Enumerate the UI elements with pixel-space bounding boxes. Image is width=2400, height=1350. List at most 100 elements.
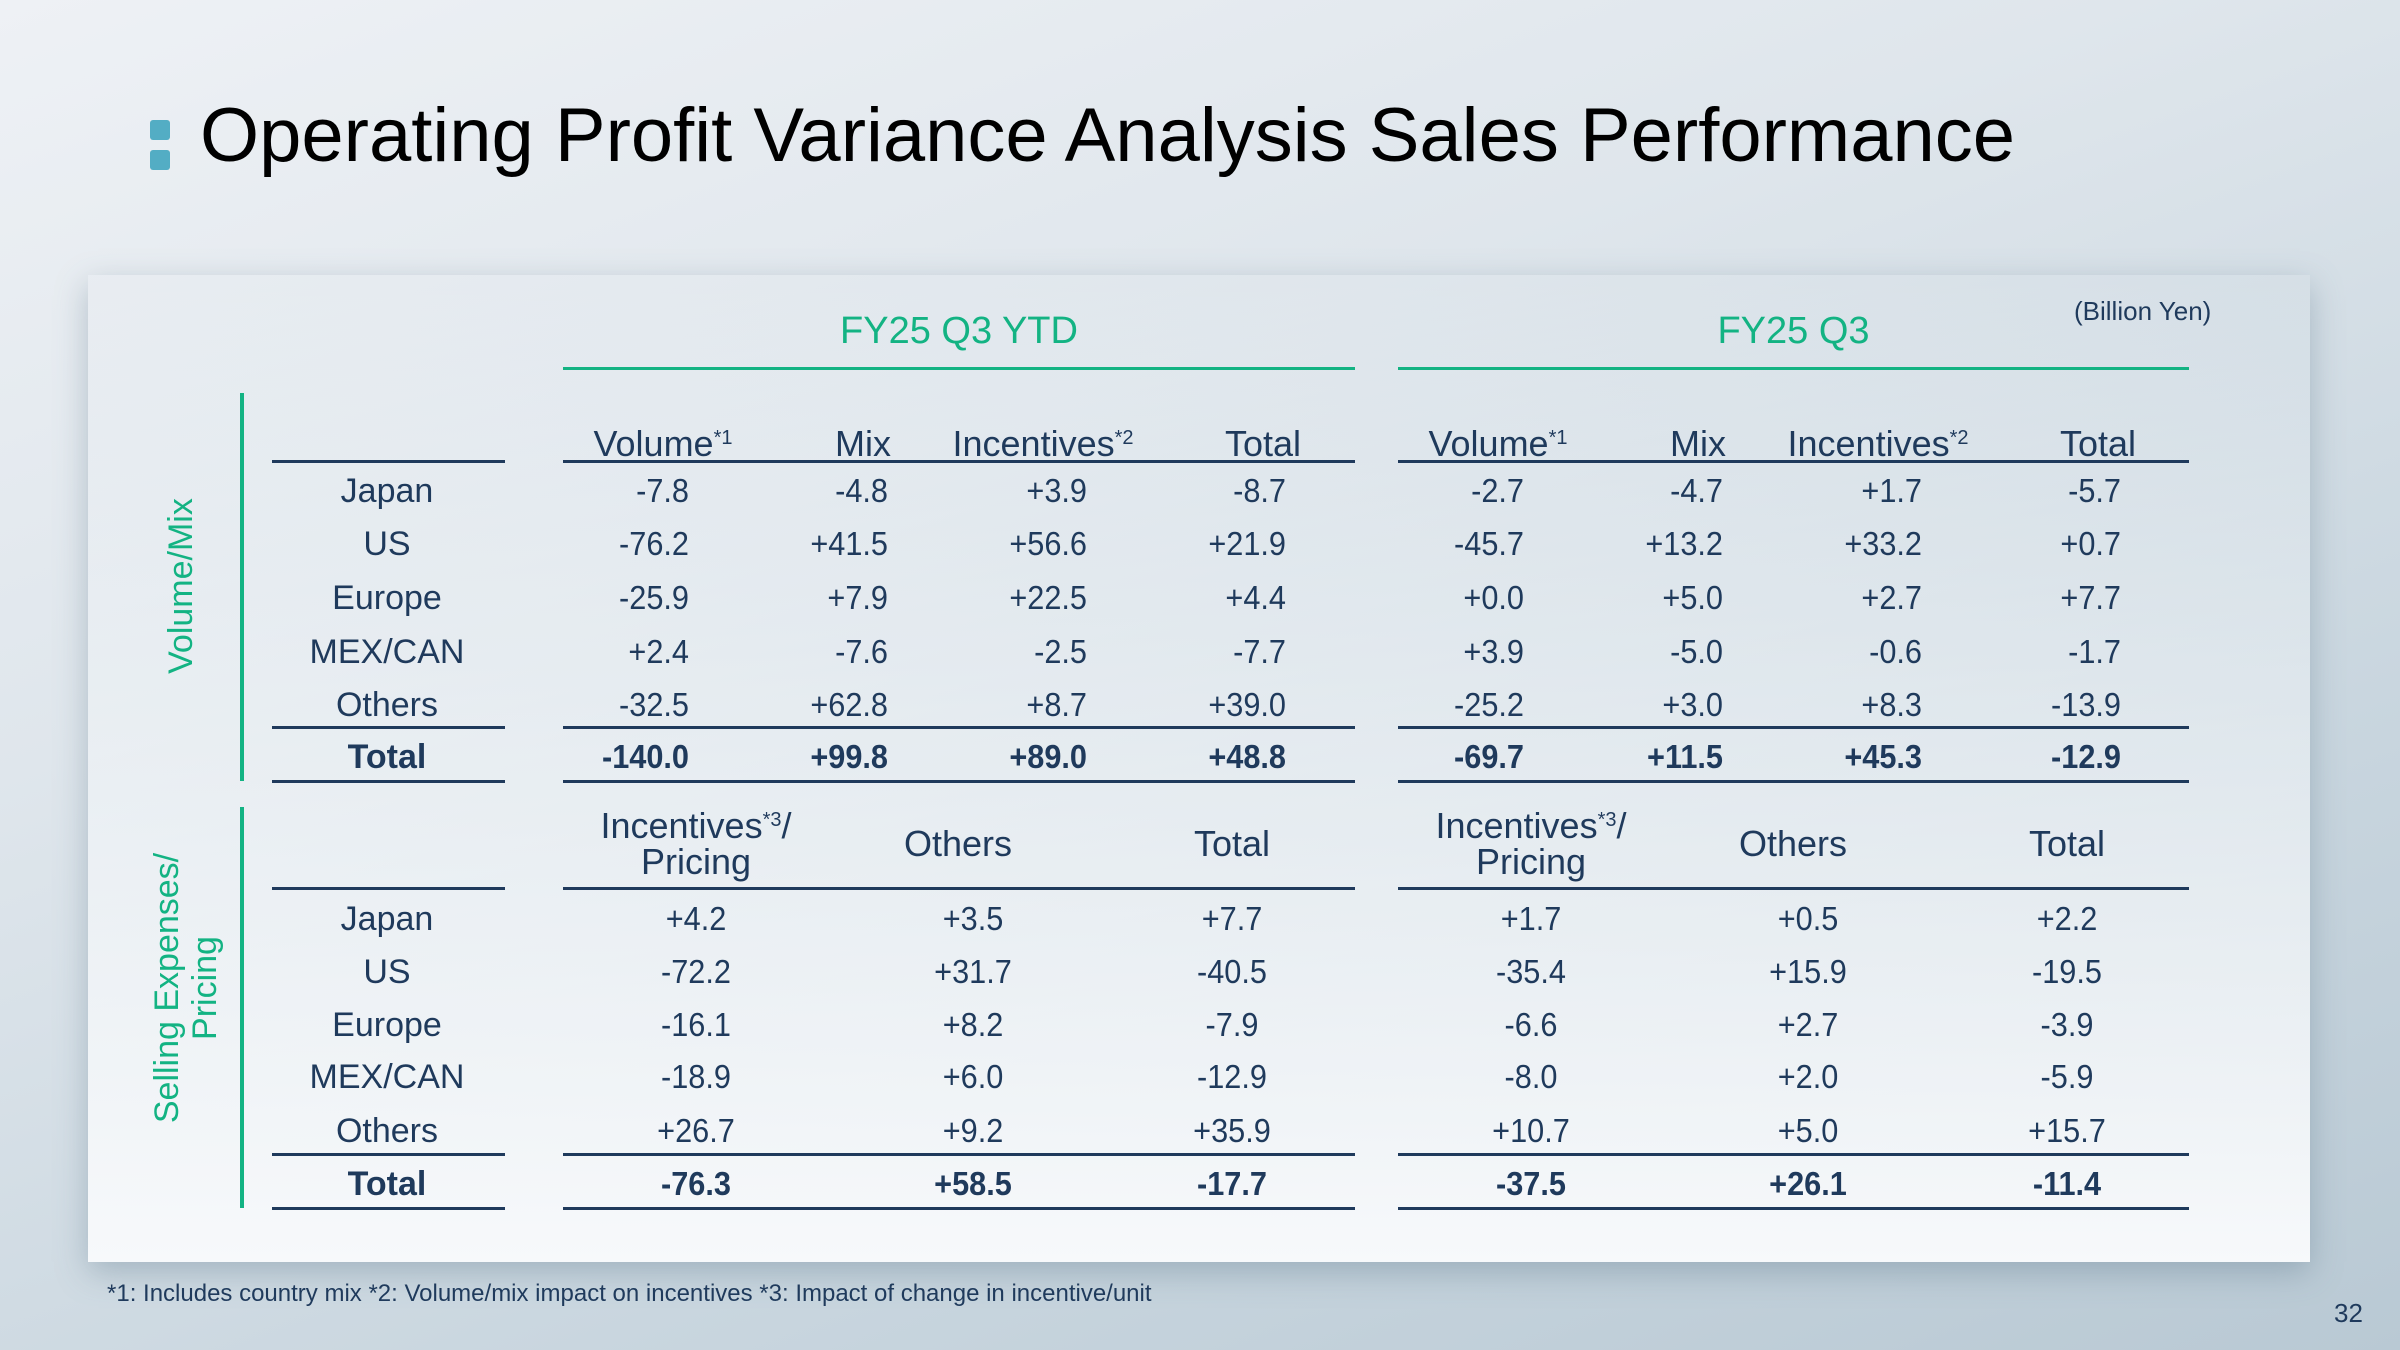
table-cell: +31.7 (934, 953, 1012, 990)
table-cell: -40.5 (1197, 953, 1267, 990)
table-cell: -6.6 (1504, 1006, 1558, 1043)
column-header-text: Incentives (1787, 423, 1950, 464)
table-rule (272, 1207, 505, 1210)
table-cell: +56.6 (1009, 525, 1087, 562)
row-label: MEX/CAN (309, 1058, 465, 1096)
table-cell: +7.7 (1201, 900, 1263, 937)
table-cell: +26.7 (657, 1112, 735, 1149)
column-header-suffix: / (1616, 805, 1627, 846)
table-cell: +22.5 (1009, 579, 1087, 616)
unit-label: (Billion Yen) (2074, 296, 2212, 326)
table-rule (1398, 887, 2189, 890)
table-cell: +39.0 (1208, 686, 1286, 723)
column-header: Mix (713, 426, 1013, 462)
table-cell: -25.2 (1454, 686, 1524, 723)
table-rule (563, 1207, 1355, 1210)
table-rule (272, 460, 505, 463)
table-cell: -5.0 (1670, 633, 1723, 670)
column-header-text: Incentives (1435, 805, 1598, 846)
content-panel (88, 275, 2310, 1262)
table-cell: -7.9 (1205, 1006, 1259, 1043)
row-label: Japan (340, 900, 434, 938)
table-cell: +45.3 (1844, 738, 1922, 775)
table-cell: +8.3 (1861, 686, 1922, 723)
table-rule (563, 1153, 1355, 1156)
table-cell: -5.9 (2040, 1058, 2094, 1095)
table-cell: +8.7 (1026, 686, 1087, 723)
row-label: Japan (340, 472, 434, 510)
table-cell: +3.0 (1662, 686, 1723, 723)
section-label-selling-expenses: Selling Expenses/ Pricing (148, 853, 224, 1123)
row-label: US (363, 525, 411, 563)
table-cell: -17.7 (1197, 1165, 1267, 1202)
column-header-text: Others (1738, 823, 1848, 864)
footnote: *1: Includes country mix *2: Volume/mix … (107, 1280, 1152, 1307)
table-rule (1398, 780, 2189, 783)
table-cell: +4.4 (1225, 579, 1286, 616)
table-cell: -76.2 (619, 525, 689, 562)
table-cell: +2.2 (2036, 900, 2098, 937)
table-cell: +11.5 (1647, 738, 1723, 775)
column-header: Incentives*2 (893, 426, 1193, 462)
section-divider-selling-expenses (240, 807, 244, 1208)
table-cell: -72.2 (661, 953, 731, 990)
table-cell: +1.7 (1861, 472, 1922, 509)
page-title: Operating Profit Variance Analysis Sales… (200, 93, 2016, 178)
column-header: Total (1113, 426, 1413, 462)
table-rule (272, 887, 505, 890)
section-label-line2: Pricing (186, 936, 224, 1040)
row-label: Total (347, 738, 427, 776)
table-cell: +35.9 (1193, 1112, 1271, 1149)
table-rule (1398, 726, 2189, 729)
group-header-q3: FY25 Q3 (1717, 310, 1870, 352)
table-cell: +41.5 (810, 525, 888, 562)
table-cell: -18.9 (661, 1058, 731, 1095)
column-header-text: Incentives (952, 423, 1115, 464)
table-cell: +33.2 (1844, 525, 1922, 562)
table-cell: +0.0 (1463, 579, 1524, 616)
table-cell: -7.7 (1233, 633, 1286, 670)
section-divider-volume-mix (240, 393, 244, 781)
table-cell: +26.1 (1769, 1165, 1847, 1202)
column-header: Total (1082, 826, 1382, 862)
column-header: Others (808, 826, 1108, 862)
table-cell: -7.6 (835, 633, 888, 670)
table-cell: -2.5 (1034, 633, 1087, 670)
column-header: Total (1917, 826, 2217, 862)
table-cell: +7.7 (2060, 579, 2121, 616)
column-header-text: Total (1193, 823, 1271, 864)
section-label-volume-mix: Volume/Mix (162, 498, 200, 674)
column-header: Volume*1 (1348, 426, 1648, 462)
table-rule (563, 780, 1355, 783)
footnote-marker: *1 (1548, 427, 1568, 449)
row-label: Europe (332, 1006, 442, 1044)
row-label: Europe (332, 579, 442, 617)
table-cell: -2.7 (1471, 472, 1524, 509)
table-cell: +4.2 (665, 900, 727, 937)
table-cell: +2.7 (1861, 579, 1922, 616)
table-cell: -13.9 (2051, 686, 2121, 723)
table-rule (563, 460, 1355, 463)
table-cell: -32.5 (619, 686, 689, 723)
bullet-square-icon (150, 150, 170, 170)
table-cell: +15.9 (1769, 953, 1847, 990)
column-header-line2: Pricing (1475, 841, 1587, 882)
table-cell: +15.7 (2028, 1112, 2106, 1149)
table-cell: -8.7 (1233, 472, 1286, 509)
column-header: Incentives*3/ Pricing (546, 808, 846, 880)
table-cell: -69.7 (1454, 738, 1524, 775)
table-cell: +13.2 (1645, 525, 1723, 562)
table-cell: +8.2 (942, 1006, 1004, 1043)
table-rule (563, 887, 1355, 890)
column-header-text: Total (1224, 423, 1302, 464)
table-cell: +3.9 (1026, 472, 1087, 509)
column-header-text: Incentives (600, 805, 763, 846)
table-cell: +3.9 (1463, 633, 1524, 670)
table-cell: +3.5 (942, 900, 1004, 937)
table-cell: -16.1 (661, 1006, 731, 1043)
column-header: Mix (1548, 426, 1848, 462)
table-cell: -1.7 (2068, 633, 2121, 670)
table-cell: +62.8 (810, 686, 888, 723)
table-cell: -76.3 (661, 1165, 731, 1202)
table-cell: -25.9 (619, 579, 689, 616)
